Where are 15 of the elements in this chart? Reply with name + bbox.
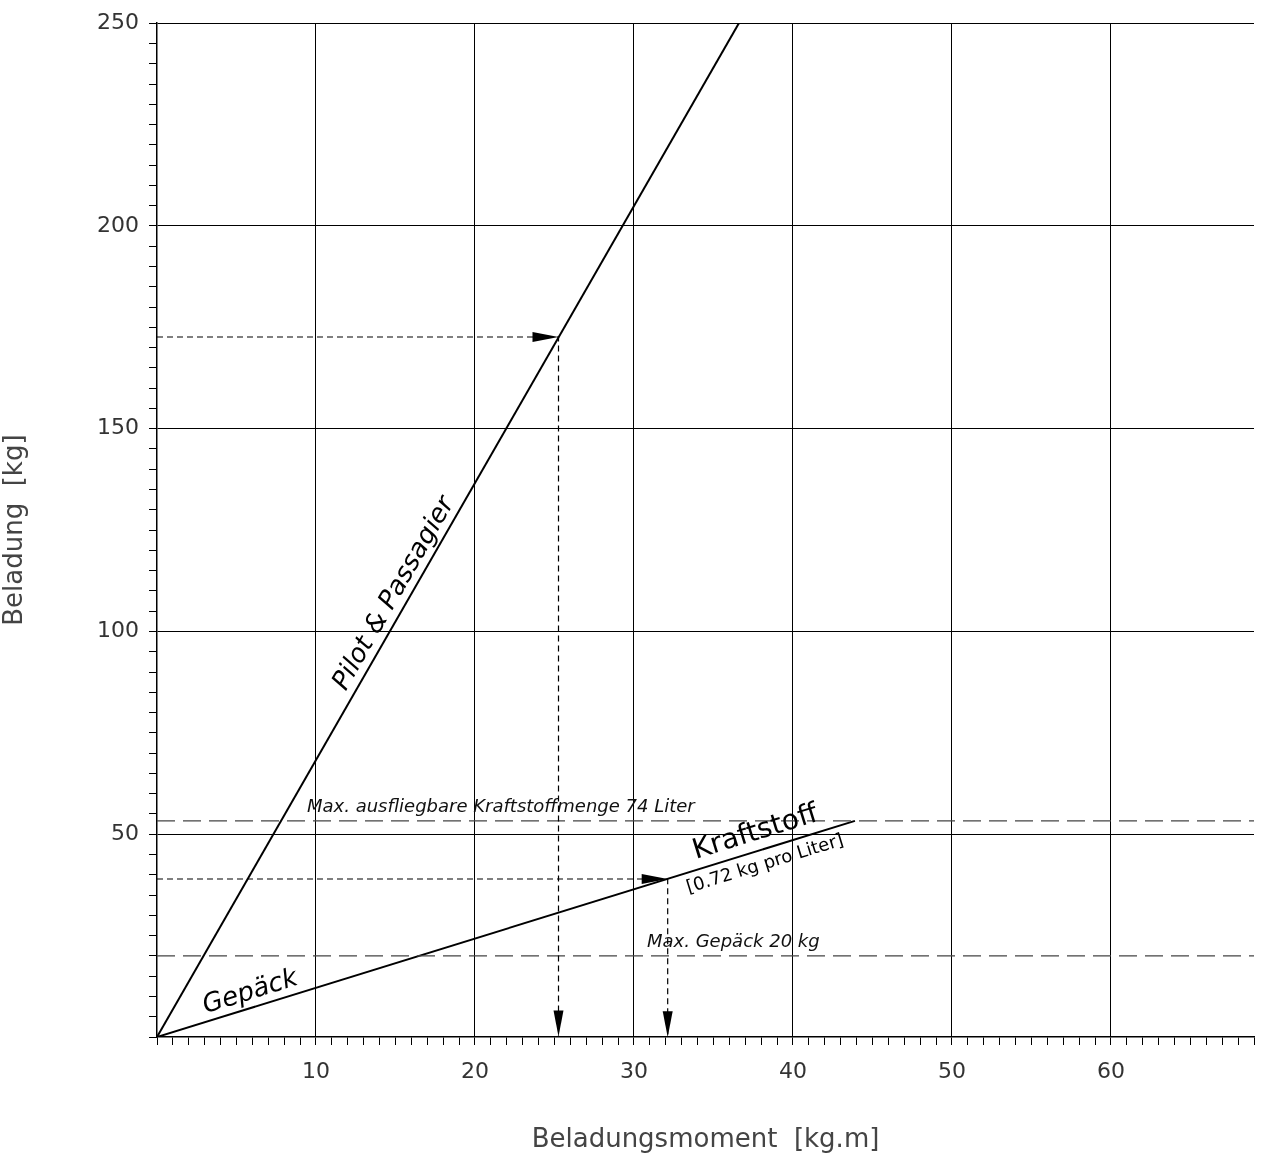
x-tick-label: 60 xyxy=(1096,1057,1125,1083)
x-tick-label: 50 xyxy=(937,1057,966,1083)
y-tick-label: 200 xyxy=(97,211,139,237)
y-axis-title: Beladung [kg] xyxy=(0,434,29,626)
x-tick-label: 20 xyxy=(460,1057,489,1083)
y-tick-label: 100 xyxy=(97,617,139,643)
x-tick-label: 10 xyxy=(301,1057,330,1083)
text: Gepäck xyxy=(198,961,302,1020)
x-axis-title: Beladungsmoment [kg.m] xyxy=(531,1123,880,1154)
x-tick-label: 40 xyxy=(778,1057,807,1083)
y-tick-label: 150 xyxy=(97,414,139,440)
y-tick-label: 50 xyxy=(111,819,139,845)
ref-line-label: Max. Gepäck 20 kg xyxy=(647,929,820,951)
x-tick-label: 30 xyxy=(619,1057,648,1083)
y-tick-label: 250 xyxy=(97,8,139,34)
